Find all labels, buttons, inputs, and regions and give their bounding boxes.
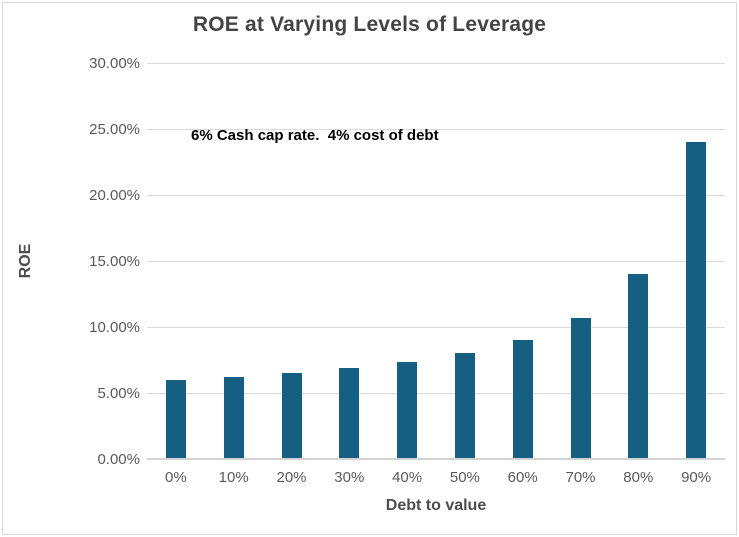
bar-80% — [628, 274, 649, 459]
x-tick-label: 0% — [165, 469, 187, 486]
gridline — [147, 195, 725, 196]
x-axis-line — [147, 458, 725, 460]
chart-title: ROE at Varying Levels of Leverage — [192, 13, 547, 36]
bar-40% — [397, 362, 418, 459]
x-tick-label: 10% — [218, 469, 249, 486]
bar-20% — [281, 373, 302, 459]
gridline — [147, 63, 725, 64]
y-tick-label: 0.00% — [97, 451, 140, 468]
x-tick-label: 20% — [276, 469, 307, 486]
x-tick-label: 90% — [681, 469, 712, 486]
x-tick-label: 50% — [449, 469, 480, 486]
plot-area: 6% Cash cap rate. 4% cost of debt — [147, 63, 725, 460]
x-tick-label: 60% — [507, 469, 538, 486]
y-tick-label: 10.00% — [89, 319, 140, 336]
y-tick-label: 30.00% — [89, 55, 140, 72]
bar-50% — [454, 353, 475, 459]
chart-annotation: 6% Cash cap rate. 4% cost of debt — [191, 127, 439, 144]
bar-70% — [570, 318, 591, 459]
y-tick-label: 20.00% — [89, 187, 140, 204]
gridline — [147, 327, 725, 328]
gridline — [147, 393, 725, 394]
bar-60% — [512, 340, 533, 459]
x-tick-label: 30% — [334, 469, 365, 486]
x-tick-label: 80% — [623, 469, 654, 486]
gridline — [147, 261, 725, 262]
y-tick-label: 5.00% — [97, 385, 140, 402]
y-tick-label: 25.00% — [89, 121, 140, 138]
gridline — [147, 129, 725, 130]
y-tick-label: 15.00% — [89, 253, 140, 270]
x-axis-title: Debt to value — [385, 497, 487, 514]
x-tick-label: 40% — [392, 469, 423, 486]
bar-0% — [165, 379, 186, 459]
bar-30% — [339, 368, 360, 459]
x-tick-label: 70% — [565, 469, 596, 486]
bar-90% — [686, 142, 707, 459]
bar-10% — [223, 376, 244, 459]
